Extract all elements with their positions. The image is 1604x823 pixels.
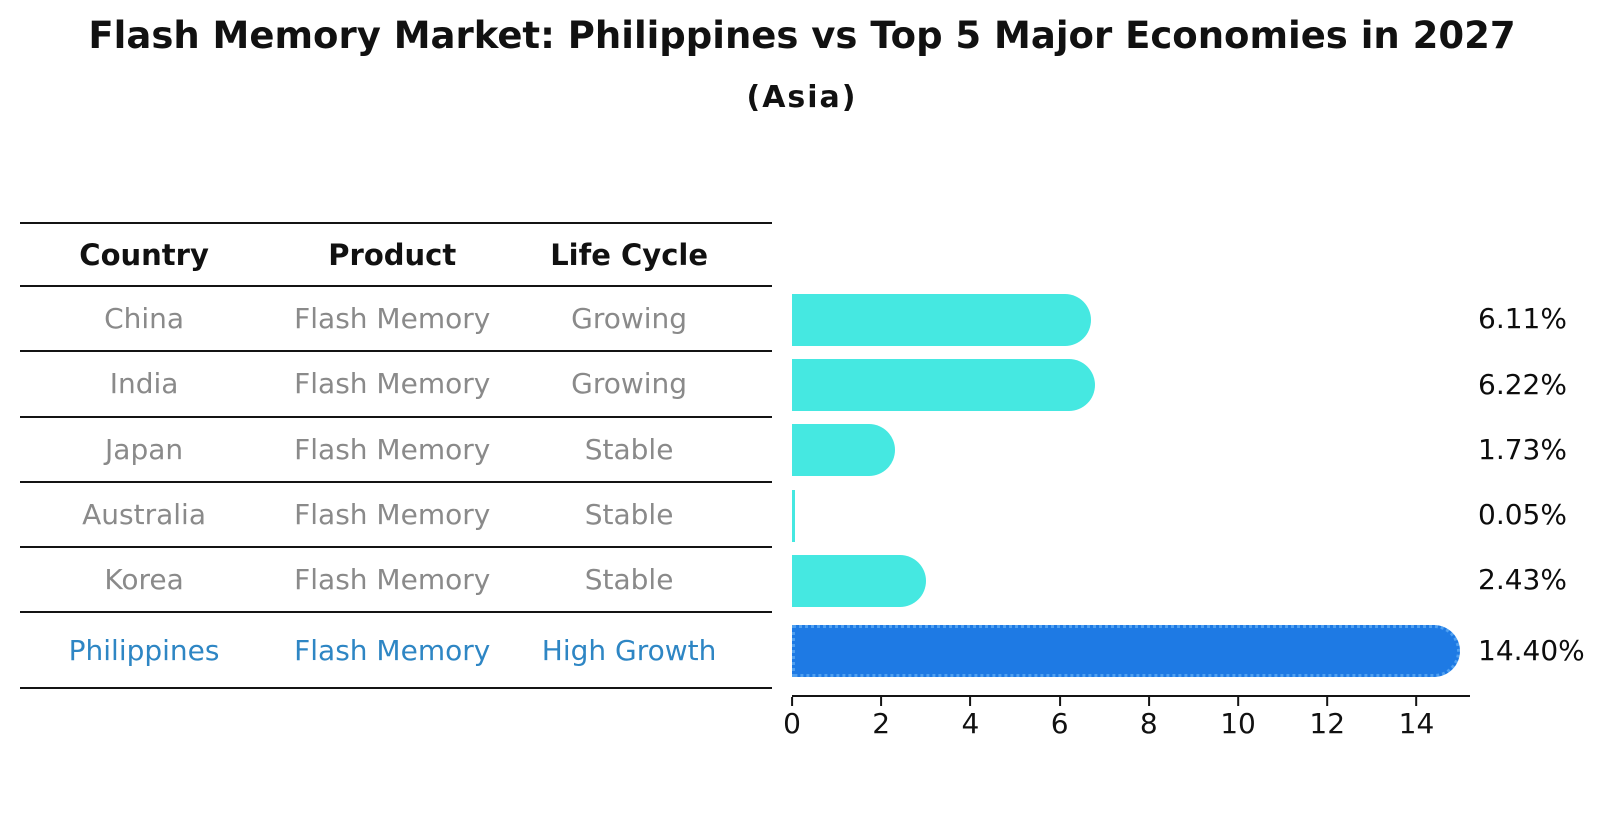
- column-header-life-cycle: Life Cycle: [550, 237, 708, 272]
- cell-country: Australia: [82, 498, 206, 532]
- bar-philippines: [792, 625, 1461, 677]
- value-label-india: 6.22%: [1478, 367, 1567, 401]
- x-tick-4: 4: [961, 697, 979, 740]
- cell-country: China: [104, 302, 185, 336]
- x-tick-0: 0: [783, 697, 801, 740]
- tick-label: 4: [961, 707, 980, 740]
- column-header-product: Product: [328, 237, 457, 272]
- x-tick-6: 6: [1051, 697, 1069, 740]
- cell-country: Korea: [104, 563, 184, 597]
- cell-life-cycle: Stable: [584, 498, 674, 532]
- x-axis-line: [792, 695, 1470, 697]
- tick-mark: [880, 697, 883, 706]
- value-label-china: 6.11%: [1478, 302, 1567, 335]
- x-tick-2: 2: [872, 697, 890, 740]
- x-tick-8: 8: [1140, 697, 1158, 740]
- table-row-korea: Korea Flash Memory Stable: [20, 548, 772, 614]
- cell-life-cycle: Stable: [584, 563, 674, 597]
- country-table: Country Product Life Cycle China Flash M…: [20, 222, 772, 689]
- tick-label: 6: [1050, 707, 1069, 740]
- cell-country: Japan: [105, 432, 184, 466]
- table-header-row: Country Product Life Cycle: [20, 222, 772, 287]
- cell-life-cycle: High Growth: [541, 633, 717, 667]
- bar-china: [792, 293, 1091, 346]
- x-tick-10: 10: [1220, 697, 1256, 740]
- table-row-china: China Flash Memory Growing: [20, 287, 772, 353]
- tick-label: 0: [783, 707, 801, 740]
- cell-product: Flash Memory: [294, 432, 491, 466]
- cell-product: Flash Memory: [294, 563, 491, 597]
- tick-mark: [1415, 697, 1418, 706]
- table-row-philippines: Philippines Flash Memory High Growth: [20, 613, 772, 689]
- table-row-japan: Japan Flash Memory Stable: [20, 418, 772, 483]
- bar-plot: 0 2 4 6 8 10 12 14: [783, 0, 1470, 823]
- cell-life-cycle: Growing: [571, 302, 688, 336]
- column-header-country: Country: [79, 237, 209, 272]
- bar-australia: [792, 489, 795, 542]
- x-tick-14: 14: [1398, 697, 1435, 740]
- table-row-australia: Australia Flash Memory Stable: [20, 483, 772, 549]
- bar-japan: [792, 424, 896, 476]
- tick-mark: [969, 697, 972, 706]
- tick-mark: [1058, 697, 1061, 706]
- tick-label: 12: [1309, 707, 1346, 740]
- chart-subtitle: (Asia): [746, 80, 858, 115]
- cell-product: Flash Memory: [294, 302, 491, 336]
- tick-mark: [790, 697, 793, 706]
- tick-label: 2: [872, 707, 891, 740]
- x-tick-12: 12: [1309, 697, 1345, 740]
- cell-country: Philippines: [68, 633, 220, 667]
- chart-title: Flash Memory Market: Philippines vs Top …: [88, 14, 1516, 57]
- tick-mark: [1237, 697, 1240, 706]
- value-label-korea: 2.43%: [1478, 563, 1567, 596]
- cell-country: India: [109, 367, 179, 401]
- cell-product: Flash Memory: [294, 633, 491, 667]
- cell-life-cycle: Growing: [571, 367, 688, 401]
- bar-korea: [792, 554, 927, 607]
- tick-mark: [1326, 697, 1329, 706]
- tick-label: 10: [1220, 707, 1256, 740]
- value-label-philippines: 14.40%: [1478, 633, 1585, 667]
- value-label-japan: 1.73%: [1478, 432, 1567, 466]
- value-label-australia: 0.05%: [1478, 498, 1567, 531]
- tick-label: 8: [1139, 707, 1158, 740]
- cell-life-cycle: Stable: [584, 432, 674, 466]
- cell-product: Flash Memory: [294, 498, 491, 532]
- tick-label: 14: [1398, 707, 1435, 740]
- cell-product: Flash Memory: [294, 367, 491, 401]
- table-row-india: India Flash Memory Growing: [20, 352, 772, 418]
- tick-mark: [1147, 697, 1150, 706]
- bar-india: [792, 359, 1096, 411]
